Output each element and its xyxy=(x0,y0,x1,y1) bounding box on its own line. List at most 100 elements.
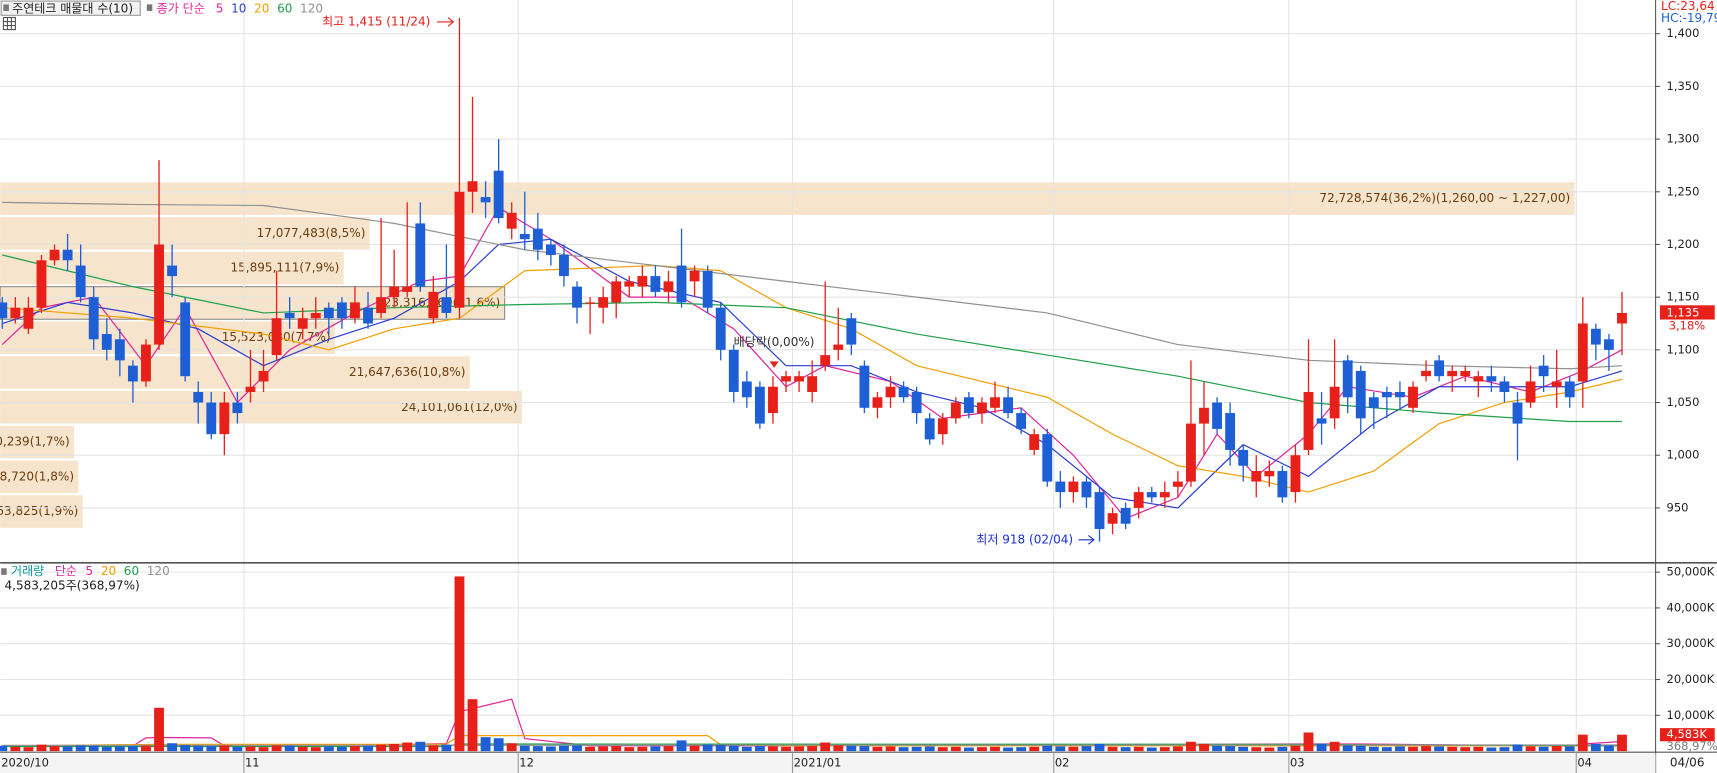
candle-body xyxy=(1512,402,1523,424)
candle-body xyxy=(1212,402,1222,429)
volume-bar xyxy=(741,746,752,752)
candle-body xyxy=(598,297,609,308)
x-tick-label: 12 xyxy=(519,756,534,770)
profile-bar xyxy=(0,460,79,494)
candle-body xyxy=(454,191,465,308)
volume-bar xyxy=(1055,746,1066,752)
y-tick-label: 1,000 xyxy=(1667,448,1700,462)
grid-icon xyxy=(2,16,16,31)
volume-bar xyxy=(1225,746,1236,752)
volume-bar xyxy=(245,746,256,752)
volume-bar xyxy=(585,746,596,752)
candle-body xyxy=(219,402,230,435)
legend-entry: 20 xyxy=(101,564,116,578)
legend-entry: 5 xyxy=(216,1,224,15)
legend-box xyxy=(0,0,141,16)
candle-body xyxy=(1277,471,1288,498)
candle-body xyxy=(23,307,34,329)
volume-bar xyxy=(1146,747,1157,752)
candle-body xyxy=(1107,513,1118,524)
candle-body xyxy=(1159,492,1170,498)
candle-body xyxy=(101,334,112,350)
lc-label: LC:23,64 xyxy=(1661,0,1715,13)
volume-bar xyxy=(1577,734,1588,752)
candle-body xyxy=(1316,418,1327,424)
volume-bar xyxy=(323,746,334,752)
volume-bar xyxy=(950,746,961,752)
candle-body xyxy=(1225,413,1236,450)
y-tick-label: 1,100 xyxy=(1667,342,1700,356)
candle-body xyxy=(715,307,726,350)
profile-label: 3,588,720(1,8%) xyxy=(0,469,74,483)
candle-body xyxy=(1042,434,1053,482)
volume-bar xyxy=(62,746,73,752)
volume-bar xyxy=(1590,743,1601,752)
x-tick-label: 2020/10 xyxy=(1,756,49,770)
volume-legend-title: 거래량 xyxy=(11,564,44,578)
annotations: 최고 1,415 (11/24) 최저 918 (02/04) 배당락(0,00… xyxy=(322,14,1095,546)
volume-bar xyxy=(624,747,635,752)
volume-bar xyxy=(559,745,569,752)
volume-bar xyxy=(219,745,230,752)
y-tick-label: 1,400 xyxy=(1667,26,1700,40)
volume-bar xyxy=(1081,746,1092,752)
candle-body xyxy=(1146,492,1157,498)
volume-bar xyxy=(441,744,452,752)
volume-info: 4,583,205주(368,97%) xyxy=(4,578,139,592)
candle-body xyxy=(389,286,400,298)
volume-bar xyxy=(754,746,765,752)
volume-bar xyxy=(1159,747,1170,752)
ma-line xyxy=(2,264,1623,493)
candle-body xyxy=(585,302,596,304)
candle-body xyxy=(924,418,935,440)
profile-bar xyxy=(0,425,75,459)
volume-bar xyxy=(376,744,387,752)
volume-bar xyxy=(310,747,321,752)
hc-label: HC:-19,79 xyxy=(1661,11,1717,25)
candle-body xyxy=(741,381,752,398)
volume-bar xyxy=(532,746,543,752)
volume-bar xyxy=(415,741,426,752)
candle-body xyxy=(1081,481,1092,498)
volume-bar xyxy=(1172,746,1183,752)
candle-body xyxy=(1068,481,1079,493)
candle-body xyxy=(950,402,961,419)
candle-body xyxy=(1421,370,1431,377)
volume-bar xyxy=(598,746,609,752)
volume-bar xyxy=(1551,746,1562,752)
volume-bar xyxy=(1460,747,1471,752)
profile-bar xyxy=(0,495,83,528)
candle-body xyxy=(323,307,334,319)
price-tag-label: 1,135 xyxy=(1667,305,1700,319)
price-tag xyxy=(1659,305,1715,320)
candle-body xyxy=(271,318,282,356)
candle-body xyxy=(206,402,217,435)
candle-body xyxy=(88,297,99,340)
candle-body xyxy=(1003,397,1014,414)
candle-body xyxy=(1199,407,1209,424)
volume-bar xyxy=(1238,746,1249,752)
legend-icon xyxy=(3,4,9,11)
y2-tick-label: 50,000K xyxy=(1667,565,1715,579)
volume-bar xyxy=(1434,746,1445,752)
ma-line xyxy=(2,238,1623,509)
volume-bar xyxy=(924,746,935,752)
ma-line xyxy=(1,206,1623,520)
volume-bar xyxy=(428,745,439,752)
arrow xyxy=(769,361,779,368)
profile-label: 21,647,636(10,8%) xyxy=(349,365,466,379)
volume-bar xyxy=(1212,745,1222,752)
profile-label: 17,077,483(8,5%) xyxy=(257,226,366,240)
change-label: 3,18% xyxy=(1669,319,1706,333)
volume-bar xyxy=(1199,743,1209,752)
volume-bar xyxy=(781,746,791,752)
candle-body xyxy=(846,318,857,345)
candle-body xyxy=(154,244,164,345)
x-tick-label: 2021/01 xyxy=(794,756,842,770)
candle-body xyxy=(141,344,151,382)
candle-body xyxy=(441,297,452,313)
volume-bar xyxy=(88,745,99,752)
profile-label: 15,895,111(7,9%) xyxy=(230,261,339,275)
volume-bar xyxy=(1564,746,1575,752)
